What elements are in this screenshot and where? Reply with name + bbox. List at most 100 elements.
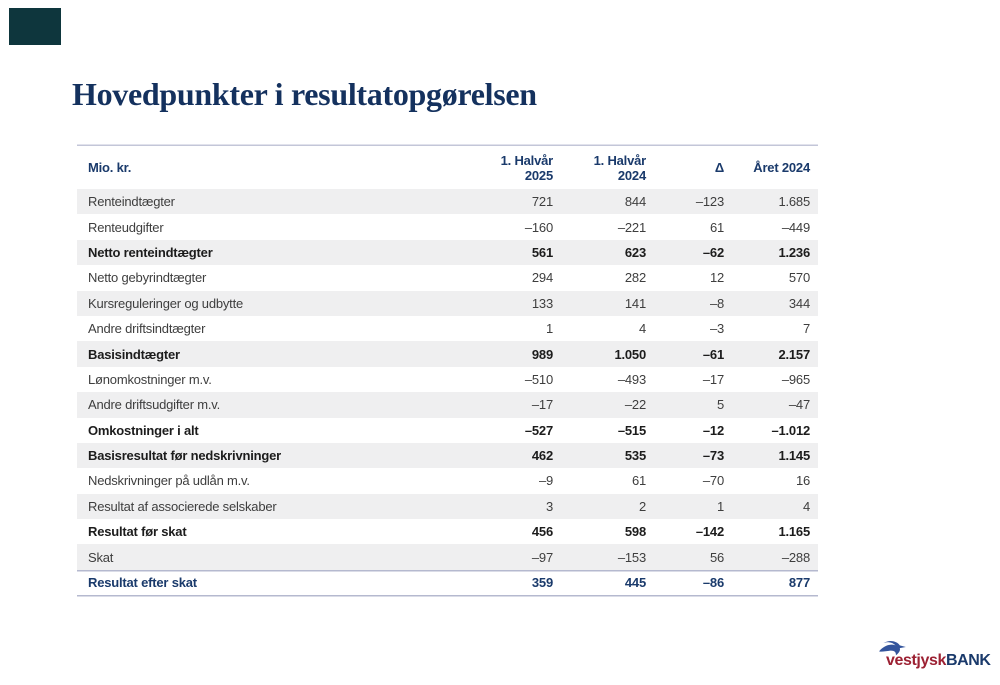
row-value-h1-2024: –22 [624,397,646,413]
table-row: Resultat af associerede selskaber 3 2 1 … [77,493,818,520]
table-row: Renteudgifter –160 –221 61 –449 [77,214,818,240]
row-value-year-2024: 1.165 [778,524,810,540]
row-value-h1-2025: –160 [524,219,553,235]
row-value-h1-2025: 462 [531,448,553,464]
table-row: Renteindtægter 721 844 –123 1.685 [77,189,818,215]
table-row: Netto renteindtægter 561 623 –62 1.236 [77,239,818,266]
row-value-h1-2025: –17 [531,397,553,413]
row-value-year-2024: 570 [788,270,810,286]
table-row: Netto gebyrindtægter 294 282 12 570 [77,265,818,291]
row-label: Resultat af associerede selskaber [88,498,277,514]
table-row: Resultat før skat 456 598 –142 1.165 [77,519,818,545]
logo-text-vestjysk: vestjysk [886,652,946,669]
page-title: Hovedpunkter i resultatopgørelsen [72,76,537,112]
row-value-h1-2024: 844 [624,194,646,210]
row-value-h1-2024: 535 [624,448,646,464]
row-value-delta: –61 [702,346,724,362]
table-row: Resultat efter skat 359 445 –86 877 [77,569,818,596]
row-label: Andre driftsudgifter m.v. [88,397,221,413]
row-value-delta: –73 [702,448,724,464]
row-value-year-2024: 1.145 [778,448,810,464]
row-value-h1-2025: –9 [538,473,553,489]
column-header-year-2024: Året 2024 [753,160,810,175]
row-value-year-2024: –47 [788,397,810,413]
row-value-delta: –12 [702,422,724,438]
row-label: Nedskrivninger på udlån m.v. [88,473,250,489]
row-label: Basisresultat før nedskrivninger [88,448,281,464]
row-value-h1-2024: 282 [624,270,646,286]
row-value-h1-2025: 359 [531,575,553,591]
table-row: Nedskrivninger på udlån m.v. –9 61 –70 1… [77,468,818,494]
row-value-delta: –142 [695,524,724,540]
row-label: Kursreguleringer og udbytte [88,295,244,311]
row-value-h1-2024: –221 [617,219,646,235]
row-value-h1-2024: 2 [638,498,646,514]
table-row: Basisresultat før nedskrivninger 462 535… [77,442,818,469]
column-header-h1-2025: 1. Halvår 2025 [500,152,554,183]
table-row: Andre driftsindtægter 1 4 –3 7 [77,315,818,342]
column-header-unit: Mio. kr. [88,160,132,175]
row-value-h1-2025: 133 [531,295,553,311]
column-header-h1-2024: 1. Halvår 2024 [593,152,647,183]
corner-accent-square [9,8,61,45]
row-value-h1-2024: 61 [631,473,646,489]
row-value-year-2024: –449 [781,219,810,235]
table-header-row: Mio. kr. 1. Halvår 2025 1. Halvår 2024 Δ… [77,146,818,189]
swallow-bird-icon [879,641,906,656]
row-label: Skat [88,549,114,565]
row-value-h1-2025: 3 [545,498,553,514]
row-value-year-2024: 1.685 [778,194,810,210]
row-value-year-2024: 2.157 [778,346,810,362]
row-value-delta: 61 [709,219,724,235]
row-value-delta: 1 [716,498,724,514]
row-value-year-2024: –1.012 [771,422,810,438]
row-value-h1-2025: 456 [531,524,553,540]
table-body: Renteindtægter 721 844 –123 1.685 Renteu… [77,189,818,596]
row-value-h1-2025: 294 [531,270,553,286]
row-value-delta: –86 [702,575,724,591]
row-value-delta: –17 [702,371,724,387]
row-label: Resultat før skat [88,524,187,540]
row-label: Omkostninger i alt [88,422,199,438]
row-value-h1-2024: –153 [617,549,646,565]
row-value-year-2024: 4 [802,498,810,514]
table-row: Basisindtægter 989 1.050 –61 2.157 [77,341,818,367]
row-value-h1-2024: 598 [624,524,646,540]
logo-text-bank: BANK [945,652,991,669]
row-label: Lønomkostninger m.v. [88,371,212,387]
row-value-delta: 56 [709,549,724,565]
row-value-delta: –70 [702,473,724,489]
row-label: Netto renteindtægter [88,244,213,260]
row-label: Renteudgifter [88,219,164,235]
row-value-delta: 12 [709,270,724,286]
bank-logo: vestjyskBANK [877,641,991,677]
row-value-year-2024: 1.236 [778,244,810,260]
row-value-h1-2025: 989 [531,346,553,362]
row-value-delta: –123 [695,194,724,210]
row-value-h1-2025: 561 [531,244,553,260]
row-value-h1-2025: –527 [524,422,553,438]
row-value-year-2024: –288 [781,549,810,565]
row-label: Netto gebyrindtægter [88,270,207,286]
row-value-h1-2024: 4 [638,321,646,337]
row-value-delta: –8 [709,295,724,311]
table-row: Kursreguleringer og udbytte 133 141 –8 3… [77,290,818,316]
column-header-delta: Δ [714,160,724,175]
row-value-h1-2025: –510 [524,371,553,387]
row-label: Basisindtægter [88,346,180,362]
row-value-h1-2025: 721 [531,194,553,210]
table-row: Lønomkostninger m.v. –510 –493 –17 –965 [77,366,818,393]
row-value-delta: –62 [702,244,724,260]
row-label: Andre driftsindtægter [88,321,206,337]
row-value-h1-2024: 445 [624,575,646,591]
row-label: Renteindtægter [88,194,175,210]
table-row: Andre driftsudgifter m.v. –17 –22 5 –47 [77,392,818,418]
row-value-year-2024: 16 [795,473,810,489]
row-value-h1-2024: 623 [624,244,646,260]
row-value-delta: –3 [709,321,724,337]
row-value-h1-2024: –515 [617,422,646,438]
table-row: Omkostninger i alt –527 –515 –12 –1.012 [77,417,818,443]
income-statement-table: Mio. kr. 1. Halvår 2025 1. Halvår 2024 Δ… [77,146,818,596]
row-value-year-2024: 7 [802,321,810,337]
